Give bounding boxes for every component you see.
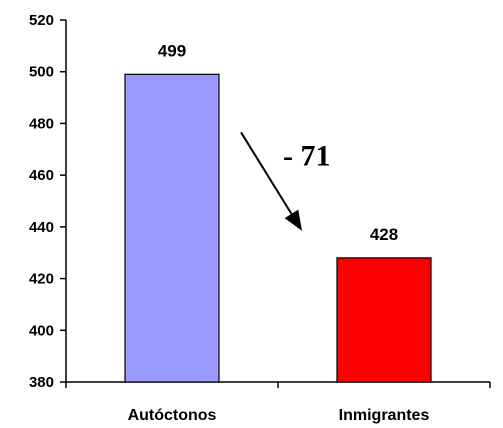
bar-1 [336,257,432,383]
y-tick-label: 400 [29,322,54,339]
data-label-1: 428 [370,225,398,244]
data-labels: 499 428 [158,41,398,244]
bar-0 [124,73,220,383]
y-tick-label: 520 [29,12,54,29]
difference-label: - 71 [283,139,331,172]
x-category-label: Autóctonos [128,407,217,424]
difference-annotation: - 71 [240,131,331,231]
difference-arrow-head [284,209,302,231]
y-tick-label: 440 [29,219,54,236]
data-label-0: 499 [158,41,186,60]
y-axis: 380 400 420 440 460 480 500 520 [29,12,67,391]
bars [124,73,432,383]
y-tick-label: 380 [29,374,54,391]
difference-arrow [240,131,293,215]
y-tick-label: 420 [29,271,54,288]
x-category-label: Inmigrantes [339,407,430,424]
x-axis: Autóctonos Inmigrantes [65,381,491,424]
y-tick-label: 500 [29,64,54,81]
y-tick-label: 480 [29,115,54,132]
y-tick-label: 460 [29,167,54,184]
